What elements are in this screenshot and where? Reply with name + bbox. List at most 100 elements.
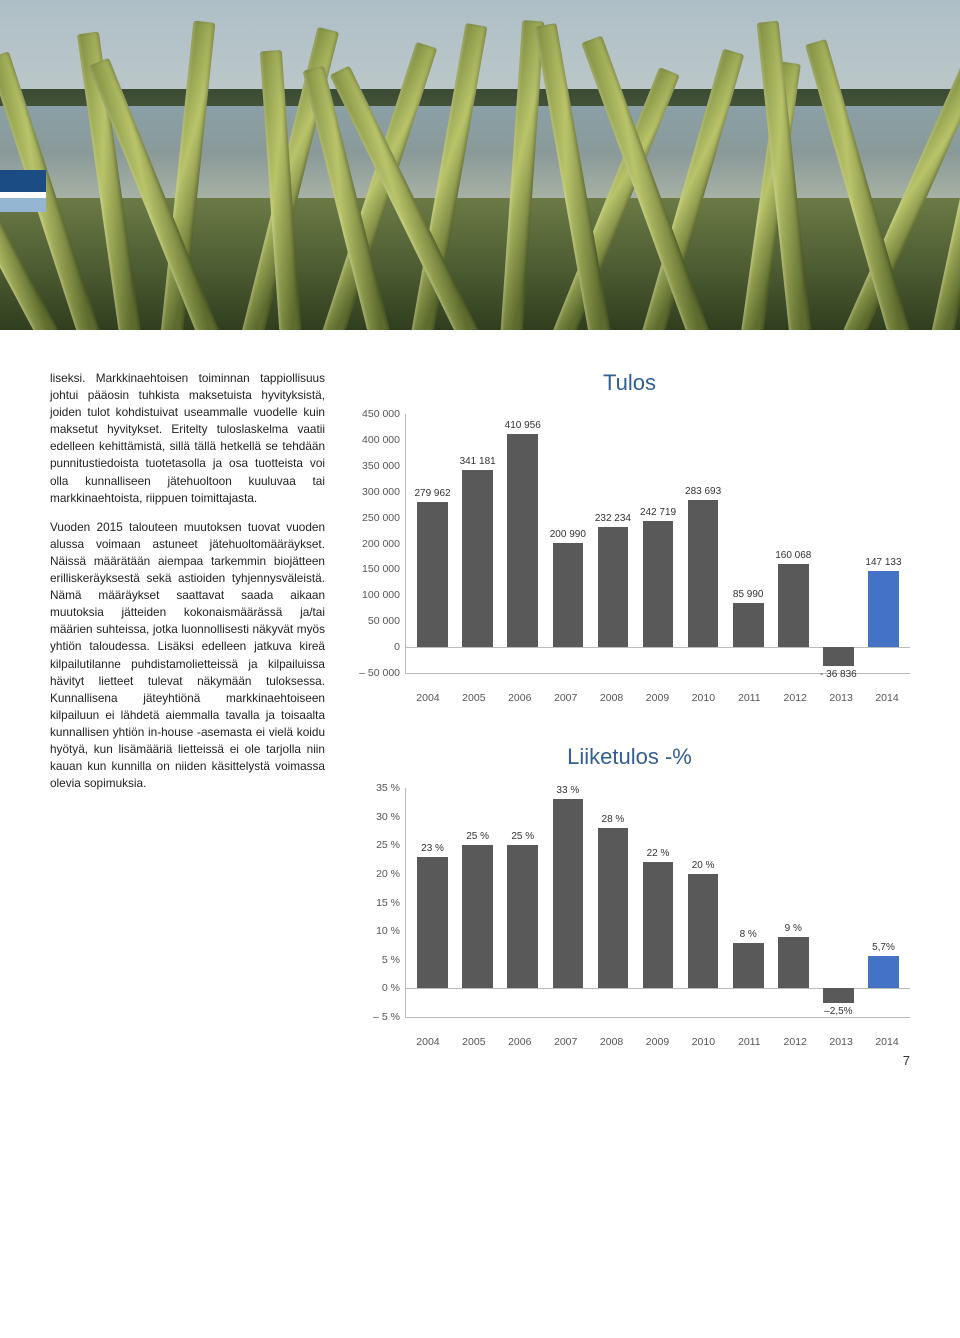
x-tick-label: 2014	[864, 1036, 910, 1048]
liiketulos-chart: Liiketulos -% – 5 %0 %5 %10 %15 %20 %25 …	[349, 744, 910, 1048]
y-tick-label: 350 000	[350, 460, 400, 472]
x-tick-label: 2013	[818, 1036, 864, 1048]
bar-column: 28 %	[590, 828, 635, 988]
x-tick-label: 2009	[635, 1036, 681, 1048]
bar-value-label: 85 990	[733, 589, 764, 600]
y-tick-label: 50 000	[350, 615, 400, 627]
y-tick-label: 25 %	[350, 839, 400, 851]
tulos-chart: Tulos – 50 000 0 50 000 100 000 150 000 200 0…	[349, 370, 910, 704]
x-tick-label: 2013	[818, 692, 864, 704]
bar-value-label: 283 693	[685, 486, 721, 497]
bar-column: 20 %	[681, 874, 726, 989]
y-tick-label: 0 %	[350, 982, 400, 994]
x-tick-label: 2012	[772, 692, 818, 704]
bar-value-label: 410 956	[505, 420, 541, 431]
bar-column: 22 %	[635, 862, 680, 988]
page-content: liseksi. Markkinaehtoisen toiminnan tapp…	[0, 330, 960, 1088]
x-tick-label: 2004	[405, 1036, 451, 1048]
bar-value-label: –2,5%	[824, 1006, 852, 1017]
chart1-title: Tulos	[349, 370, 910, 396]
bar-value-label: 279 962	[414, 488, 450, 499]
bar: 147 133	[868, 571, 899, 647]
bar: 28 %	[598, 828, 629, 988]
x-tick-label: 2006	[497, 1036, 543, 1048]
bar: 33 %	[553, 799, 584, 988]
y-tick-label: 10 %	[350, 925, 400, 937]
bar-column: 85 990	[726, 603, 771, 648]
bar-value-label: 25 %	[466, 831, 489, 842]
y-tick-label: 100 000	[350, 589, 400, 601]
bar-value-label: 23 %	[421, 843, 444, 854]
bar: 23 %	[417, 857, 448, 989]
x-tick-label: 2006	[497, 692, 543, 704]
x-tick-label: 2004	[405, 692, 451, 704]
x-tick-label: 2007	[543, 692, 589, 704]
y-tick-label: – 50 000	[350, 667, 400, 679]
x-tick-label: 2010	[680, 692, 726, 704]
y-tick-label: 35 %	[350, 782, 400, 794]
y-tick-label: 400 000	[350, 434, 400, 446]
y-tick-label: 200 000	[350, 538, 400, 550]
bar-column: 279 962	[410, 502, 455, 647]
bar-column: 200 990	[545, 543, 590, 647]
bar-value-label: 8 %	[740, 929, 757, 940]
bar-column: 5,7%	[861, 956, 906, 989]
bar: - 36 836	[823, 647, 854, 666]
y-tick-label: – 5 %	[350, 1011, 400, 1023]
bar-value-label: 5,7%	[872, 942, 895, 953]
bar-value-label: 147 133	[865, 557, 901, 568]
bar-column: 9 %	[771, 937, 816, 989]
bar-value-label: 242 719	[640, 507, 676, 518]
x-tick-label: 2008	[589, 1036, 635, 1048]
y-tick-label: 300 000	[350, 486, 400, 498]
x-tick-label: 2007	[543, 1036, 589, 1048]
x-tick-label: 2005	[451, 692, 497, 704]
x-tick-label: 2005	[451, 1036, 497, 1048]
page-number: 7	[903, 1053, 910, 1068]
bar-column: 242 719	[635, 521, 680, 647]
y-tick-label: 150 000	[350, 563, 400, 575]
bar-value-label: 33 %	[556, 785, 579, 796]
bar: 25 %	[507, 845, 538, 988]
bar-value-label: 9 %	[785, 923, 802, 934]
paragraph-2: Vuoden 2015 talouteen muutoksen tuovat v…	[50, 519, 325, 793]
y-tick-label: 30 %	[350, 811, 400, 823]
y-tick-label: 250 000	[350, 512, 400, 524]
hero-photo	[0, 0, 960, 330]
bar-value-label: 28 %	[602, 814, 625, 825]
bar: 20 %	[688, 874, 719, 989]
y-tick-label: 5 %	[350, 954, 400, 966]
x-tick-label: 2008	[589, 692, 635, 704]
x-tick-label: 2011	[726, 1036, 772, 1048]
x-tick-label: 2014	[864, 692, 910, 704]
y-tick-label: 0	[350, 641, 400, 653]
x-tick-label: 2009	[635, 692, 681, 704]
x-tick-label: 2010	[680, 1036, 726, 1048]
bar-column: 23 %	[410, 857, 455, 989]
y-tick-label: 20 %	[350, 868, 400, 880]
bar: 232 234	[598, 527, 629, 647]
bar: 410 956	[507, 434, 538, 647]
bar: 9 %	[778, 937, 809, 989]
bar: –2,5%	[823, 988, 854, 1002]
paragraph-1: liseksi. Markkinaehtoisen toiminnan tapp…	[50, 370, 325, 507]
bar-column: 147 133	[861, 571, 906, 647]
bar-column: 232 234	[590, 527, 635, 647]
bar-value-label: 232 234	[595, 513, 631, 524]
bar-column: 341 181	[455, 470, 500, 647]
bar: 25 %	[462, 845, 493, 988]
bar: 160 068	[778, 564, 809, 647]
bar: 8 %	[733, 943, 764, 989]
bar-column: 33 %	[545, 799, 590, 988]
bar-column: 8 %	[726, 943, 771, 989]
body-text-column: liseksi. Markkinaehtoisen toiminnan tapp…	[50, 370, 325, 1048]
bar: 242 719	[643, 521, 674, 647]
x-tick-label: 2011	[726, 692, 772, 704]
bar-column: 283 693	[681, 500, 726, 647]
bar: 5,7%	[868, 956, 899, 989]
bar-value-label: 341 181	[460, 456, 496, 467]
bar: 283 693	[688, 500, 719, 647]
x-tick-label: 2012	[772, 1036, 818, 1048]
bar-value-label: 25 %	[511, 831, 534, 842]
sidebar-fragment	[0, 170, 46, 212]
